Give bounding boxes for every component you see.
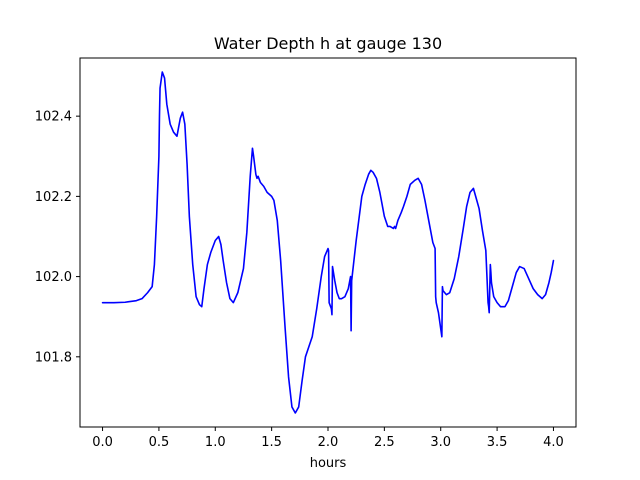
y-tick-label: 102.4 — [35, 110, 72, 125]
y-tick-label: 102.2 — [35, 190, 72, 205]
x-tick-label: 2.5 — [374, 435, 395, 450]
x-tick-label: 2.0 — [318, 435, 339, 450]
x-tick-label: 0.0 — [92, 435, 113, 450]
x-tick-label: 0.5 — [149, 435, 170, 450]
y-tick-label: 101.8 — [35, 350, 72, 365]
plot-area — [101, 71, 555, 414]
series-line — [101, 71, 555, 414]
x-tick-label: 1.5 — [261, 435, 282, 450]
x-axis: 0.0 0.5 1.0 1.5 2.0 2.5 3.0 3.5 4.0 — [92, 427, 564, 450]
chart-title: Water Depth h at gauge 130 — [214, 34, 442, 53]
x-tick-label: 1.0 — [205, 435, 226, 450]
x-axis-label: hours — [310, 456, 347, 471]
x-tick-label: 3.5 — [487, 435, 508, 450]
y-tick-label: 102.0 — [35, 270, 72, 285]
y-axis: 101.8 102.0 102.2 102.4 — [35, 110, 80, 365]
x-tick-label: 3.0 — [430, 435, 451, 450]
axes-frame — [79, 57, 577, 428]
x-tick-label: 4.0 — [543, 435, 564, 450]
